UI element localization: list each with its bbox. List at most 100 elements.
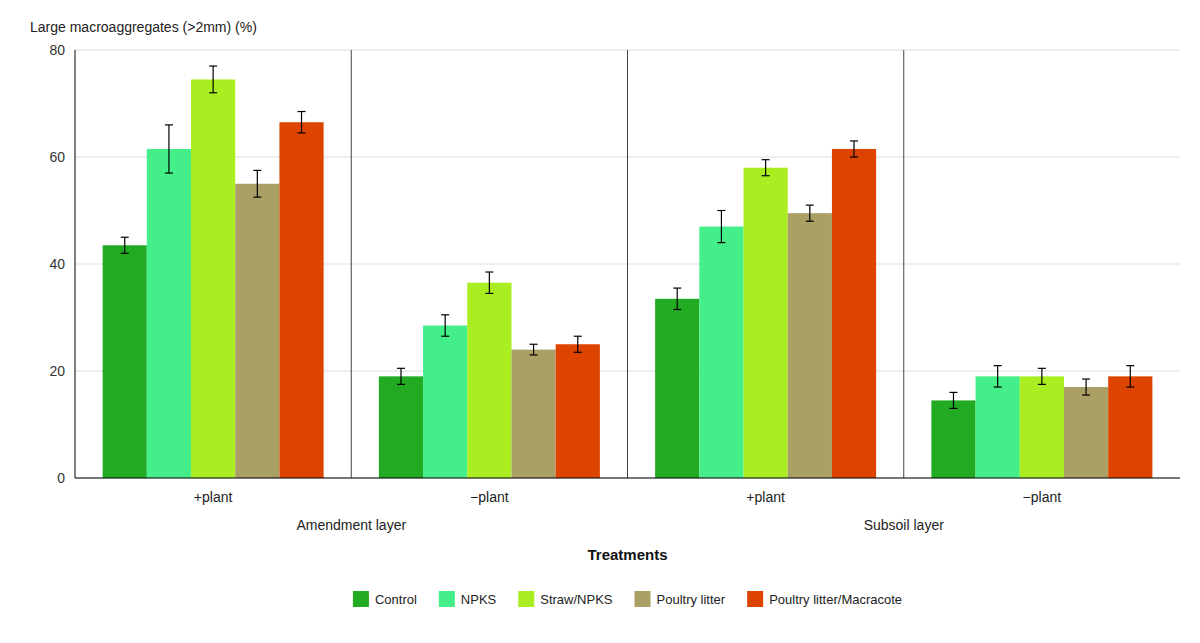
error-bar-cap [441,336,449,337]
error-bar-cap [530,344,538,345]
error-bar [994,366,1002,387]
error-bar-cap [673,309,681,310]
error-bar [806,205,814,221]
error-bar [1126,366,1134,387]
error-bar [253,170,261,197]
x-tick-label: −plant [1023,489,1062,505]
error-bar [949,392,957,408]
x-tick-label: +plant [746,489,785,505]
group-separator [627,50,628,478]
bar [931,400,975,478]
error-bar [209,66,217,93]
y-tick-label: 20 [49,363,65,379]
error-bar-cap [165,124,173,125]
error-bar-cap [441,314,449,315]
bar [423,326,467,478]
error-bar [1082,379,1090,395]
error-bar-cap [485,271,493,272]
error-bar-stem [400,368,401,384]
error-bar-stem [765,160,766,176]
error-bar-stem [953,392,954,408]
error-bar [165,125,173,173]
error-bar-cap [298,111,306,112]
error-bar [530,344,538,355]
bar [103,245,147,478]
grid [75,50,1180,478]
legend-swatch [518,591,534,607]
bar [279,122,323,478]
x-tick-label: −plant [470,489,509,505]
error-bar-cap [673,287,681,288]
bar [655,299,699,478]
error-bar-cap [397,368,405,369]
error-bar-stem [997,366,998,387]
error-bar-stem [577,336,578,352]
legend-item: Straw/NPKS [518,591,613,607]
error-bar-cap [850,140,858,141]
error-bar-cap [1082,378,1090,379]
legend-label: Poultry litter [657,592,726,607]
legend-swatch [747,591,763,607]
error-bar-stem [1130,366,1131,387]
error-bar-cap [253,197,261,198]
error-bar [1038,368,1046,384]
error-bar-cap [121,237,129,238]
legend-label: Control [375,592,417,607]
bar [744,168,788,478]
error-bar-cap [1126,365,1134,366]
error-bar [441,315,449,336]
error-bar-cap [717,242,725,243]
error-bar-cap [530,354,538,355]
error-bar-cap [806,205,814,206]
y-tick-label: 80 [49,42,65,58]
error-bar-cap [209,65,217,66]
error-bar-stem [489,272,490,293]
bar [147,149,191,478]
group-separator [351,50,352,478]
error-bar-cap [762,175,770,176]
bar [1108,376,1152,478]
error-bar-cap [574,352,582,353]
y-tick-label: 40 [49,256,65,272]
error-bar-cap [1126,386,1134,387]
bars [103,66,1153,478]
bar [788,213,832,478]
error-bar-cap [165,172,173,173]
error-bar-stem [257,170,258,197]
bar [191,79,235,478]
y-tick-label: 60 [49,149,65,165]
layer-label: Subsoil layer [864,517,944,533]
error-bar-stem [853,141,854,157]
bar [1020,376,1064,478]
legend: ControlNPKSStraw/NPKSPoultry litterPoult… [353,591,902,607]
error-bar-cap [121,253,129,254]
error-bar-cap [298,132,306,133]
error-bar [574,336,582,352]
error-bar-stem [1041,368,1042,384]
layer-label: Amendment layer [296,517,406,533]
error-bar-stem [213,66,214,93]
error-bar-cap [397,384,405,385]
bar [379,376,423,478]
error-bar [485,272,493,293]
error-bar-stem [721,211,722,243]
error-bar-cap [209,92,217,93]
legend-item: Poultry litter/Macracote [747,591,902,607]
error-bar-cap [949,408,957,409]
error-bar-cap [1038,368,1046,369]
error-bar [850,141,858,157]
bar [235,184,279,478]
bar [976,376,1020,478]
error-bar [717,211,725,243]
error-bar [397,368,405,384]
legend-label: Straw/NPKS [540,592,613,607]
x-axis-label: Treatments [587,546,667,563]
error-bar-cap [850,156,858,157]
error-bar-stem [124,237,125,253]
error-bar-cap [1082,394,1090,395]
error-bar [673,288,681,309]
error-bar-cap [485,293,493,294]
error-bar-stem [677,288,678,309]
error-bar [298,112,306,133]
bar [1064,387,1108,478]
